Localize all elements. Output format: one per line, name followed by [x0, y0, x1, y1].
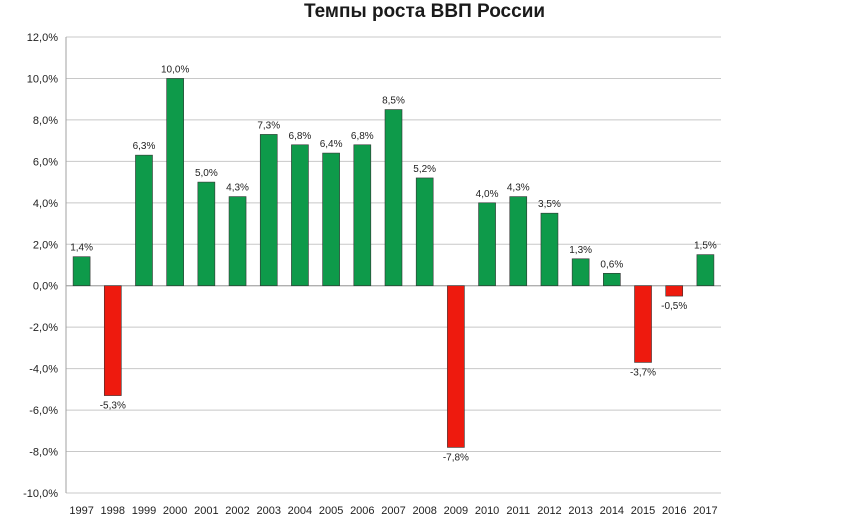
bar — [665, 285, 684, 297]
data-label: 6,3% — [133, 141, 156, 152]
y-tick-label: -8,0% — [29, 447, 58, 459]
data-label: -3,7% — [630, 367, 656, 378]
bar — [634, 285, 652, 363]
x-tick-label: 2014 — [600, 505, 624, 517]
data-label: 4,3% — [507, 183, 530, 194]
x-tick-label: 2005 — [319, 505, 343, 517]
x-tick-label: 2007 — [381, 505, 405, 517]
bar — [228, 196, 247, 287]
chart-title: Темпы роста ВВП России — [303, 1, 546, 22]
x-tick-label: 1997 — [69, 505, 93, 517]
bar — [197, 181, 216, 287]
data-label: -5,3% — [100, 401, 126, 412]
data-label: 4,0% — [476, 189, 499, 200]
data-label: 8,5% — [382, 96, 405, 107]
bar — [447, 285, 465, 448]
x-tick-label: 2000 — [163, 505, 187, 517]
y-tick-label: -10,0% — [23, 488, 58, 500]
y-tick-label: 2,0% — [33, 239, 58, 251]
bar — [135, 154, 153, 287]
x-tick-label: 2008 — [412, 505, 436, 517]
data-label: 1,3% — [569, 245, 592, 256]
x-axis: 1997 1998 1999 2000 2001 2002 2003 2004 2005 2006… — [69, 505, 717, 517]
y-axis: 12,0% 10,0% 8,0% 6,0% 4,0% 2,0% 0,0% -2,0% -4,0%… — [23, 32, 67, 500]
bar — [571, 258, 590, 287]
x-tick-label: 2003 — [256, 505, 280, 517]
y-tick-label: 4,0% — [33, 198, 58, 210]
bar — [509, 196, 528, 287]
bar — [353, 144, 372, 287]
y-tick-label: -2,0% — [29, 322, 58, 334]
bar — [72, 256, 91, 287]
data-label: 4,3% — [226, 183, 249, 194]
x-tick-label: 2010 — [475, 505, 499, 517]
bars — [72, 78, 715, 448]
data-label: -7,8% — [443, 452, 469, 463]
data-label: 5,2% — [413, 164, 436, 175]
bar — [103, 285, 122, 396]
x-tick-label: 1999 — [132, 505, 156, 517]
x-tick-label: 2006 — [350, 505, 374, 517]
y-tick-label: 10,0% — [27, 73, 58, 85]
bar — [540, 212, 559, 287]
y-tick-label: 12,0% — [27, 32, 58, 44]
x-tick-label: 1998 — [101, 505, 125, 517]
data-label: 5,0% — [195, 168, 218, 179]
data-label: 0,6% — [600, 259, 623, 270]
data-label: -0,5% — [661, 301, 687, 312]
y-tick-label: -6,0% — [29, 405, 58, 417]
x-tick-label: 2012 — [537, 505, 561, 517]
y-tick-label: -4,0% — [29, 364, 58, 376]
x-tick-label: 2011 — [506, 505, 530, 517]
data-label: 1,5% — [694, 241, 717, 252]
data-label: 7,3% — [257, 120, 280, 131]
y-tick-label: 0,0% — [33, 281, 58, 293]
x-tick-label: 2016 — [662, 505, 686, 517]
x-tick-label: 2017 — [693, 505, 717, 517]
bar — [415, 177, 434, 287]
bar — [166, 78, 184, 287]
x-tick-label: 2015 — [631, 505, 655, 517]
data-label: 6,8% — [351, 131, 374, 142]
x-tick-label: 2002 — [225, 505, 249, 517]
y-tick-label: 6,0% — [33, 156, 58, 168]
data-label: 10,0% — [161, 64, 189, 75]
x-tick-label: 2013 — [568, 505, 592, 517]
bar — [259, 134, 278, 287]
data-label: 3,5% — [538, 199, 561, 210]
bar — [384, 109, 403, 287]
data-label: 1,4% — [70, 243, 93, 254]
data-label: 6,8% — [289, 131, 312, 142]
data-label: 6,4% — [320, 139, 343, 150]
bar — [478, 202, 496, 287]
y-tick-label: 8,0% — [33, 115, 58, 127]
x-tick-label: 2001 — [194, 505, 218, 517]
x-tick-label: 2004 — [288, 505, 312, 517]
data-labels: 1,4% -5,3% 6,3% 10,0% 5,0% 4,3% 7,3% 6,8% 6,4% 6,… — [70, 64, 717, 463]
bar — [603, 272, 621, 287]
x-tick-label: 2009 — [444, 505, 468, 517]
bar — [696, 254, 715, 287]
bar — [322, 152, 340, 287]
bar — [291, 144, 309, 287]
